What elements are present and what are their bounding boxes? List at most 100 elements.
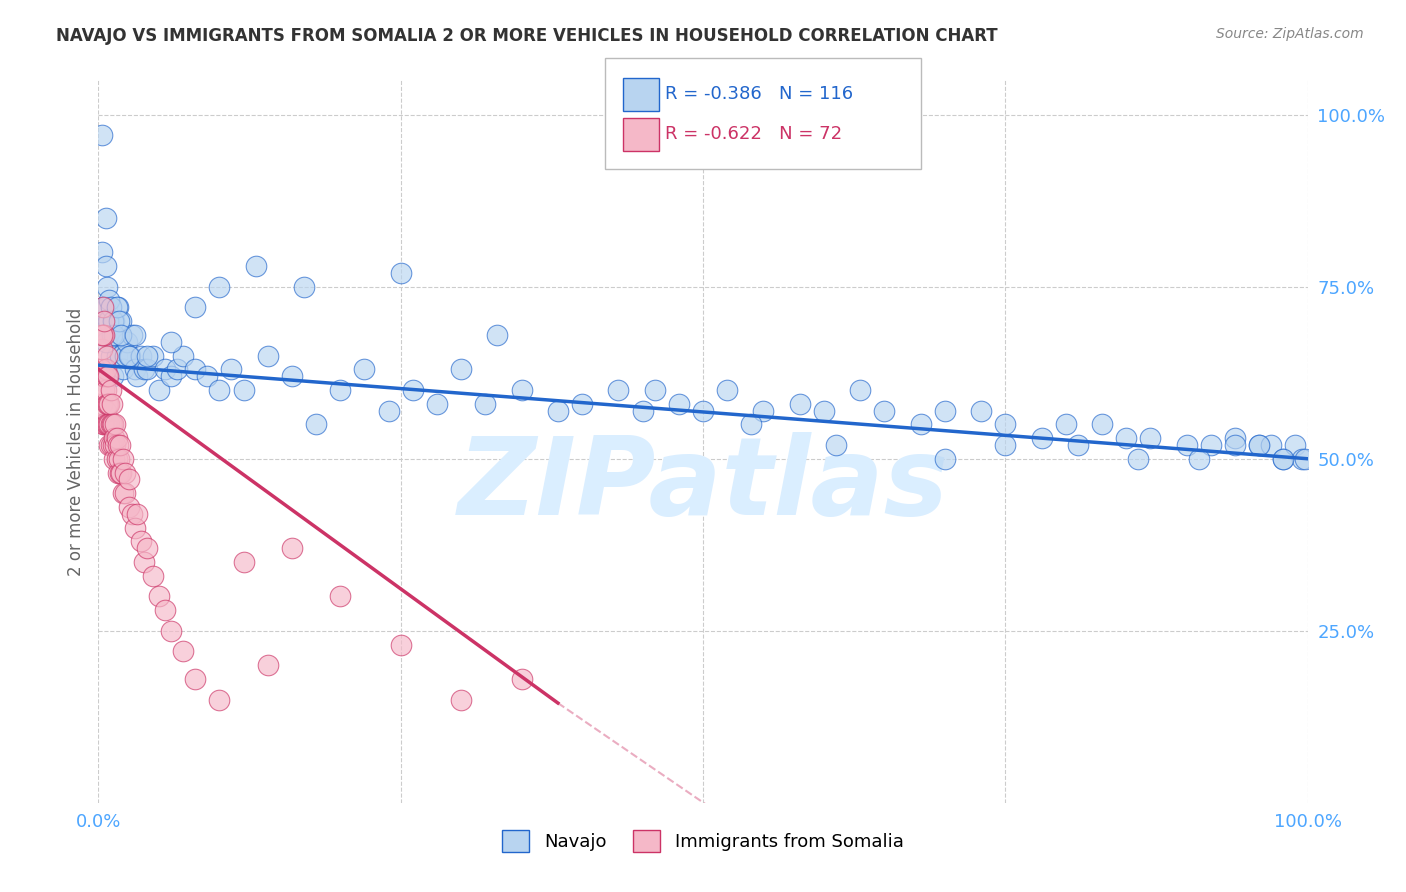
Point [1223, 431, 1246, 445]
Point [91, 327, 114, 342]
Point [98, 314, 121, 328]
Point [668, 397, 690, 411]
Point [110, 327, 132, 342]
Point [208, 383, 231, 397]
Point [389, 638, 412, 652]
Point [108, 349, 131, 363]
Point [97, 314, 120, 328]
Point [934, 403, 956, 417]
Point [245, 259, 267, 273]
Point [108, 314, 131, 328]
Point [172, 644, 194, 658]
Point [994, 417, 1017, 432]
Point [94, 403, 117, 417]
Point [486, 327, 509, 342]
Point [256, 349, 278, 363]
Point [148, 590, 170, 604]
Point [134, 362, 156, 376]
Point [98, 293, 121, 308]
Point [108, 466, 131, 480]
Point [117, 334, 139, 349]
Point [107, 301, 129, 315]
Point [104, 438, 127, 452]
Point [1128, 451, 1150, 466]
Point [1054, 417, 1077, 432]
Point [166, 362, 188, 376]
Point [91, 128, 114, 143]
Point [148, 383, 170, 397]
Point [129, 349, 152, 363]
Point [91, 327, 114, 342]
Point [100, 397, 122, 411]
Point [101, 417, 124, 432]
Point [305, 417, 328, 432]
Point [1249, 438, 1271, 452]
Point [111, 362, 134, 376]
Point [94, 417, 117, 432]
Text: R = -0.622   N = 72: R = -0.622 N = 72 [665, 125, 842, 143]
Point [1091, 417, 1114, 432]
Point [644, 383, 666, 397]
Point [114, 466, 136, 480]
Point [105, 431, 128, 445]
Point [1272, 451, 1295, 466]
Point [91, 342, 114, 356]
Point [93, 383, 115, 397]
Point [184, 362, 207, 376]
Point [1284, 438, 1306, 452]
Point [107, 466, 129, 480]
Point [692, 403, 714, 417]
Point [208, 279, 231, 293]
Point [232, 383, 254, 397]
Point [100, 349, 122, 363]
Point [96, 397, 118, 411]
Point [91, 327, 114, 342]
Point [91, 301, 114, 315]
Point [124, 520, 146, 534]
Y-axis label: 2 or more Vehicles in Household: 2 or more Vehicles in Household [66, 308, 84, 575]
Point [450, 692, 472, 706]
Point [103, 327, 125, 342]
Point [118, 500, 141, 514]
Point [93, 369, 115, 384]
Point [100, 417, 122, 432]
Point [93, 417, 115, 432]
Point [208, 692, 231, 706]
Point [118, 349, 141, 363]
Point [100, 438, 122, 452]
Point [96, 279, 118, 293]
Point [160, 369, 183, 384]
Point [91, 417, 114, 432]
Point [1260, 438, 1282, 452]
Point [124, 362, 146, 376]
Point [105, 349, 128, 363]
Point [124, 327, 146, 342]
Point [96, 349, 118, 363]
Point [103, 314, 125, 328]
Point [160, 624, 183, 638]
Point [100, 301, 122, 315]
Point [402, 383, 425, 397]
Point [426, 397, 449, 411]
Text: ZIPatlas: ZIPatlas [457, 432, 949, 538]
Point [1294, 451, 1316, 466]
Point [114, 486, 136, 500]
Point [153, 603, 176, 617]
Point [110, 466, 132, 480]
Point [1272, 451, 1295, 466]
Point [111, 451, 134, 466]
Point [631, 403, 654, 417]
Point [96, 417, 118, 432]
Point [94, 383, 117, 397]
Point [377, 403, 399, 417]
Point [142, 349, 165, 363]
Point [994, 438, 1017, 452]
Point [153, 362, 176, 376]
Point [450, 362, 472, 376]
Point [607, 383, 630, 397]
Point [108, 451, 131, 466]
Point [90, 362, 112, 376]
Point [104, 327, 127, 342]
Point [740, 417, 762, 432]
Point [118, 472, 141, 486]
